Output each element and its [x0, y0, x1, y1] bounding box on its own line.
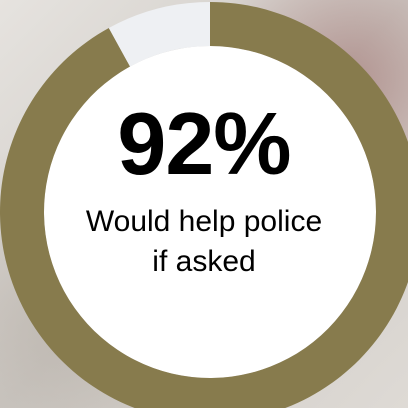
donut-center: [44, 46, 376, 378]
slice-remainder: [108, 2, 210, 67]
center-label: 92% Would help police if asked: [54, 100, 354, 282]
center-percentage: 92%: [117, 94, 291, 193]
center-caption-line2: if asked: [152, 245, 256, 278]
center-caption-line1: Would help police: [85, 205, 323, 238]
